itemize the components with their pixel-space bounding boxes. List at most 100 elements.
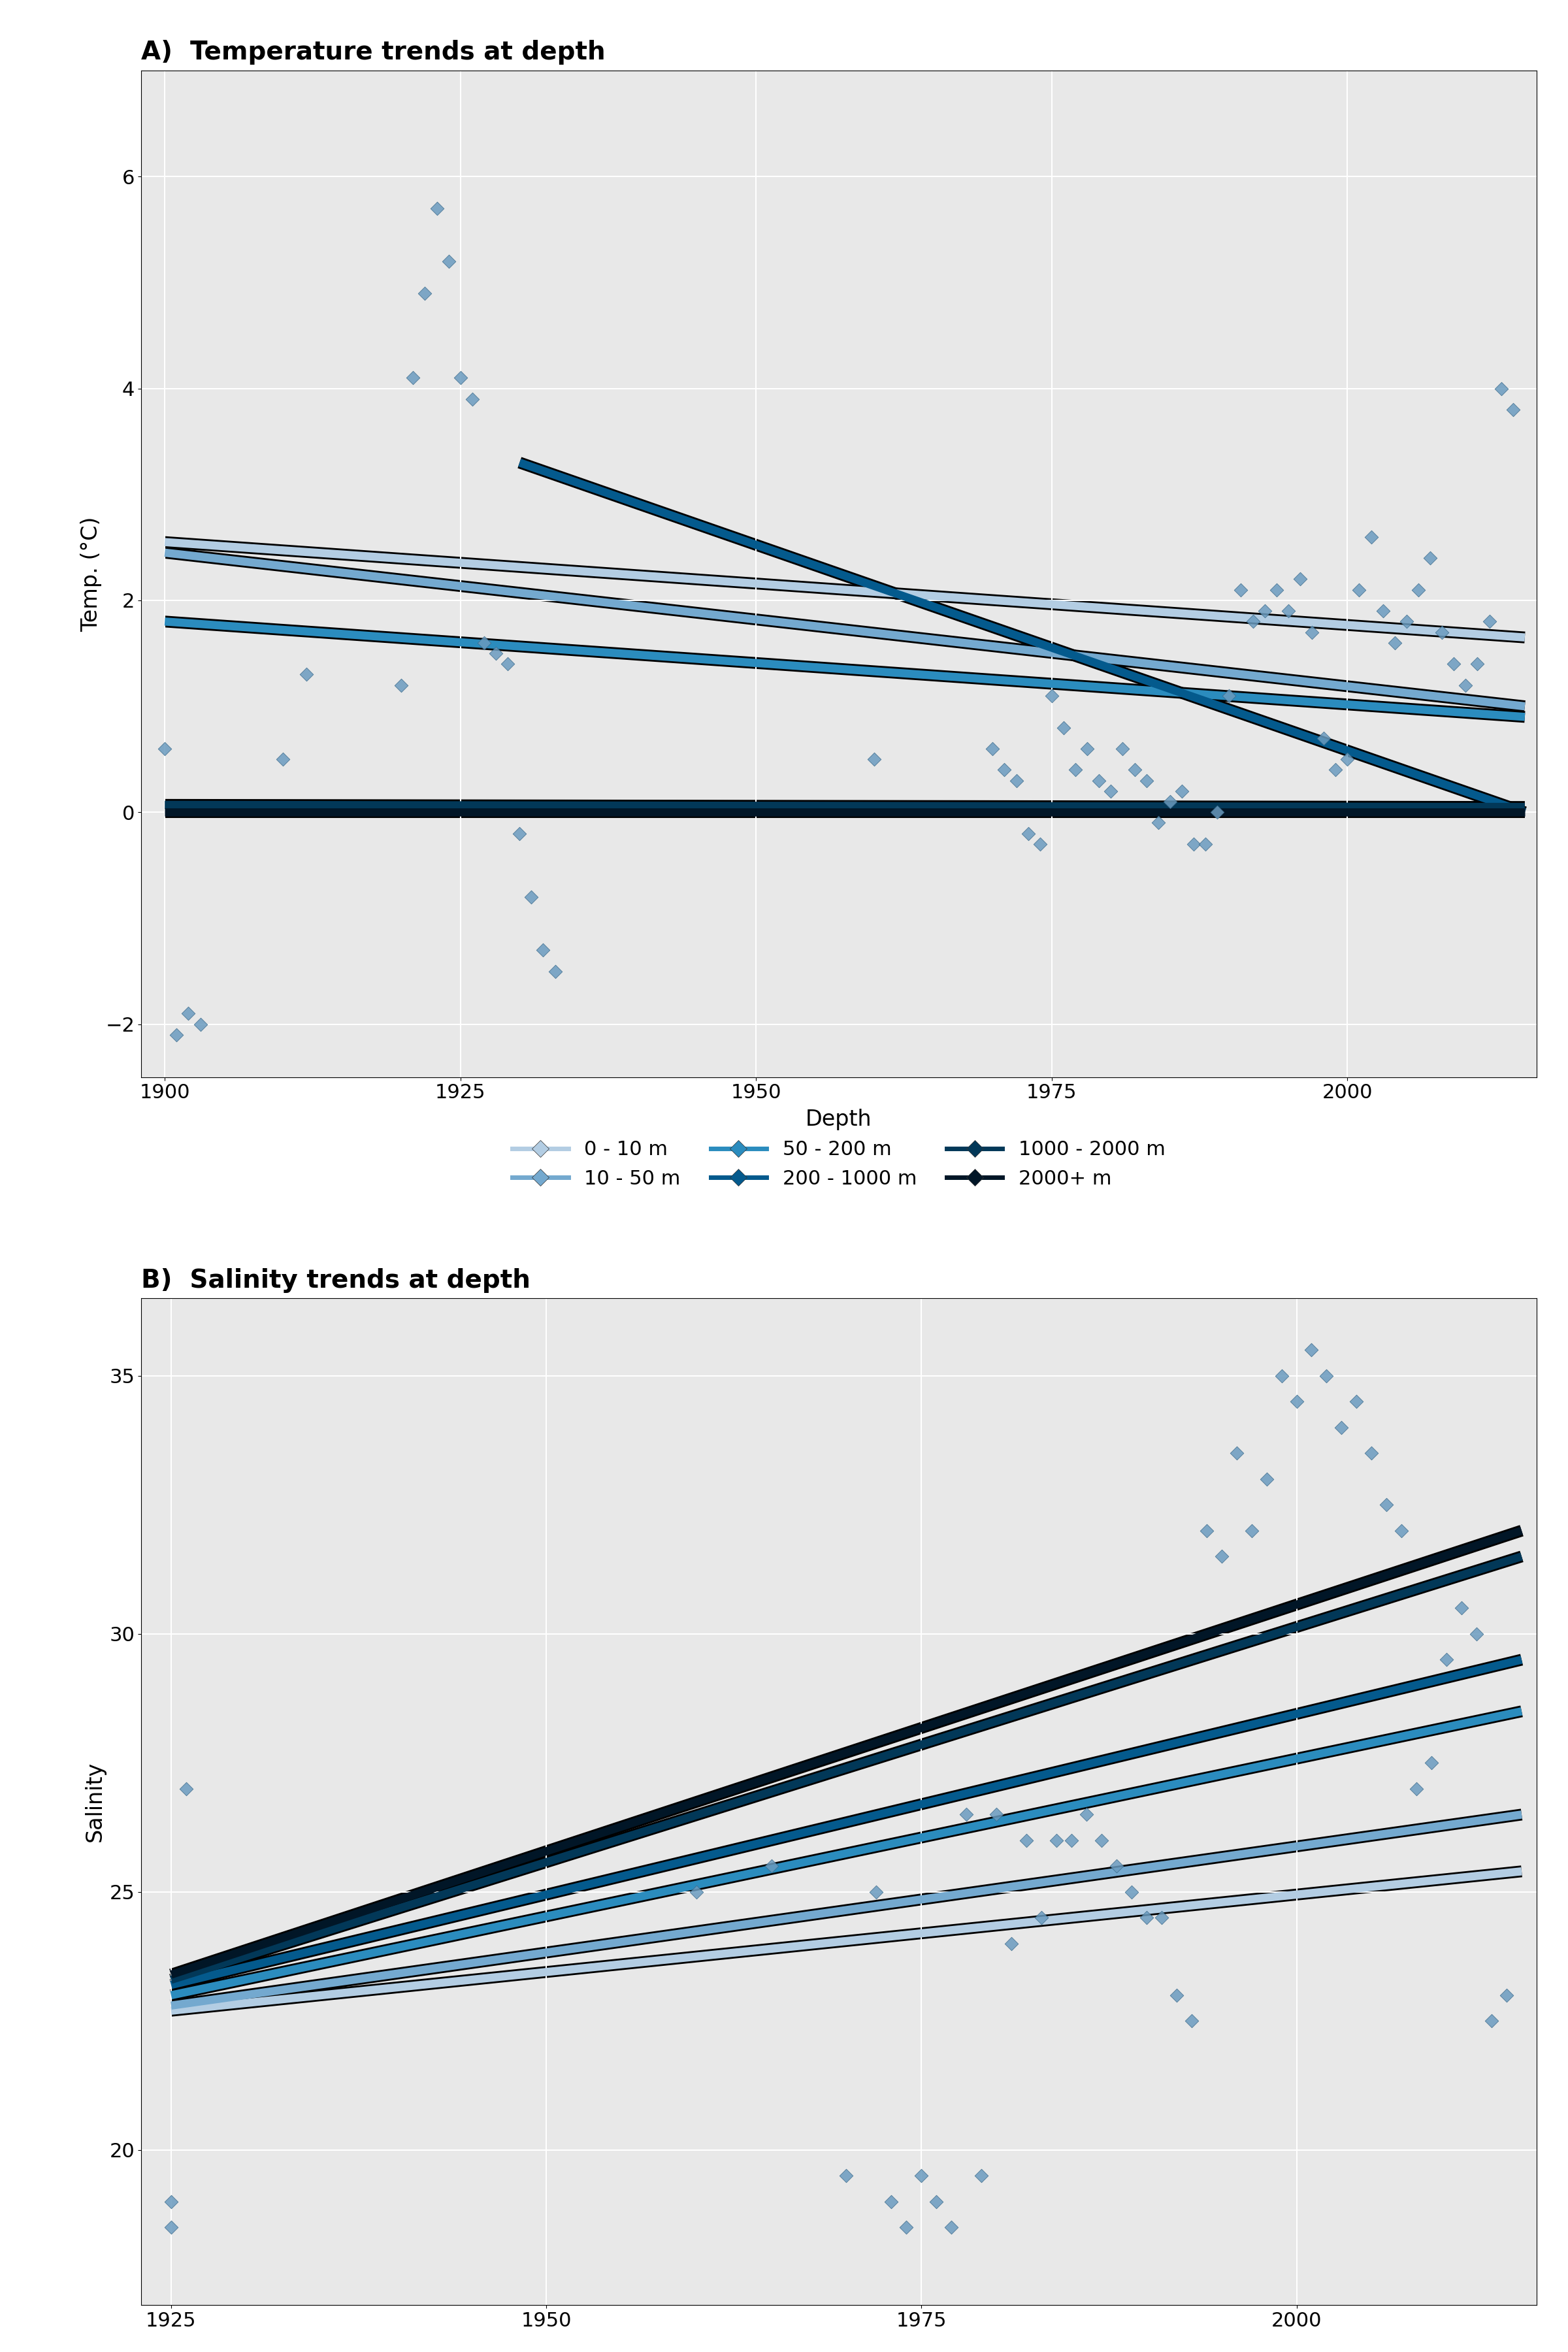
Point [1311, 720, 1336, 757]
Point [1264, 572, 1289, 609]
Point [483, 635, 508, 673]
Point [1204, 793, 1229, 830]
Point [1193, 826, 1218, 863]
Point [939, 2209, 964, 2246]
Point [1029, 1898, 1054, 1936]
Point [1403, 1771, 1428, 1809]
Legend: 0 - 10 m, 10 - 50 m, 50 - 200 m, 200 - 1000 m, 1000 - 2000 m, 2000+ m: 0 - 10 m, 10 - 50 m, 50 - 200 m, 200 - 1… [505, 1101, 1173, 1197]
Point [1488, 369, 1513, 407]
Point [1314, 1357, 1339, 1395]
Point [174, 1771, 199, 1809]
Point [1323, 750, 1348, 788]
Point [983, 1795, 1008, 1832]
Point [909, 2157, 935, 2194]
Point [993, 750, 1018, 788]
Point [295, 656, 320, 694]
Point [1149, 1898, 1174, 1936]
Point [924, 2183, 949, 2220]
Point [1058, 1820, 1083, 1858]
Point [1228, 572, 1253, 609]
Point [980, 729, 1005, 767]
Point [1269, 1357, 1294, 1395]
Point [1477, 602, 1502, 640]
Point [1225, 1435, 1250, 1472]
Point [448, 360, 474, 397]
Point [1088, 1820, 1113, 1858]
Point [1287, 560, 1312, 597]
Point [158, 2209, 183, 2246]
Point [864, 1872, 889, 1910]
Point [1087, 762, 1112, 800]
Point [1074, 729, 1099, 767]
Point [1098, 771, 1123, 809]
Point [1330, 1409, 1355, 1446]
Point [1479, 2002, 1504, 2039]
Point [999, 1924, 1024, 1962]
Point [543, 953, 568, 990]
Point [519, 877, 544, 915]
Point [412, 275, 437, 313]
Point [759, 1846, 784, 1884]
Point [894, 2209, 919, 2246]
Point [158, 2183, 183, 2220]
Point [459, 381, 485, 419]
Y-axis label: Salinity: Salinity [85, 1762, 105, 1842]
Point [1027, 826, 1052, 863]
Point [152, 729, 177, 767]
Point [1163, 1976, 1189, 2013]
Point [1370, 593, 1396, 630]
Point [684, 1872, 709, 1910]
Point [1298, 1331, 1323, 1369]
Point [1419, 1745, 1444, 1783]
Text: B)  Salinity trends at depth: B) Salinity trends at depth [141, 1268, 530, 1294]
Point [1240, 602, 1265, 640]
Point [436, 242, 461, 280]
Point [1441, 644, 1466, 682]
Point [530, 931, 555, 969]
Point [400, 360, 425, 397]
Point [1501, 390, 1526, 428]
Point [1465, 1616, 1490, 1653]
Point [1209, 1538, 1234, 1576]
Point [1146, 804, 1171, 842]
Point [1494, 1976, 1519, 2013]
Point [1406, 572, 1432, 609]
Point [1239, 1512, 1264, 1550]
Point [1253, 593, 1278, 630]
Point [1435, 1642, 1460, 1679]
Point [1465, 644, 1490, 682]
Point [1134, 1898, 1159, 1936]
Point [425, 191, 450, 228]
Point [1016, 814, 1041, 851]
Point [878, 2183, 903, 2220]
Point [834, 2157, 859, 2194]
Point [1134, 762, 1159, 800]
Point [1254, 1461, 1279, 1498]
Point [1040, 677, 1065, 715]
Point [188, 1004, 213, 1042]
Point [1430, 614, 1455, 652]
Point [1276, 593, 1301, 630]
Point [1394, 602, 1419, 640]
Point [1358, 517, 1383, 555]
Point [165, 1016, 190, 1054]
Point [953, 1795, 978, 1832]
Point [271, 741, 296, 779]
Point [1193, 1512, 1218, 1550]
Point [1170, 771, 1195, 809]
Point [1347, 572, 1372, 609]
Point [1300, 614, 1325, 652]
Point [1110, 729, 1135, 767]
Point [1334, 741, 1359, 779]
Point [1449, 1590, 1474, 1628]
Y-axis label: Temp. (°C): Temp. (°C) [80, 515, 102, 630]
Point [862, 741, 887, 779]
Point [1359, 1435, 1385, 1472]
Point [1074, 1795, 1099, 1832]
Point [1417, 539, 1443, 576]
Point [1344, 1383, 1369, 1421]
Point [1179, 2002, 1204, 2039]
Point [1014, 1820, 1040, 1858]
Point [1044, 1820, 1069, 1858]
Point [969, 2157, 994, 2194]
